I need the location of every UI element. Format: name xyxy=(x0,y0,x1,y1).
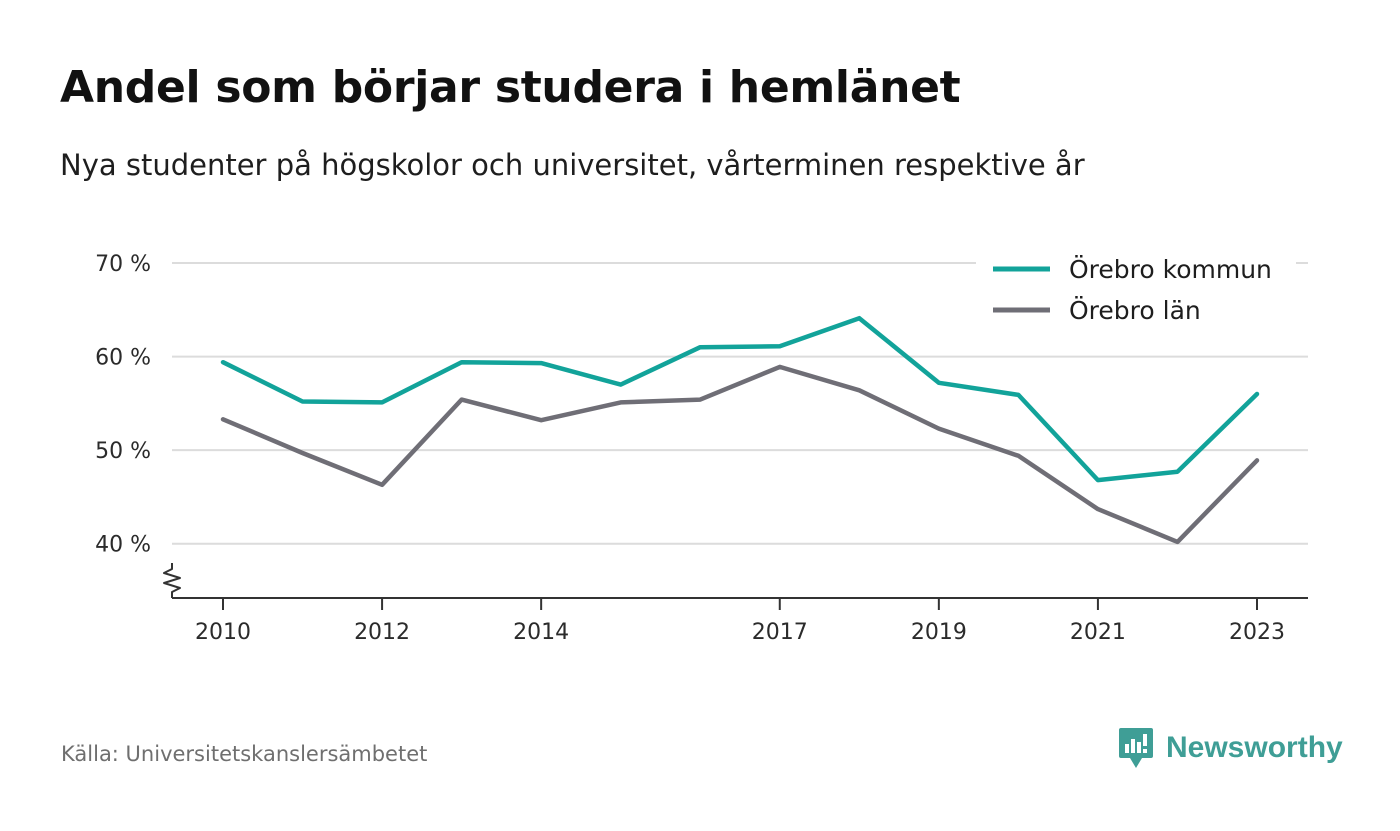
newsworthy-logo-icon xyxy=(1119,728,1153,768)
line-chart: 40 % 50 % 60 % 70 % 2010 2012 2014 2017 2019 202… xyxy=(95,246,1308,645)
x-tick-label: 2017 xyxy=(752,620,808,645)
x-axis xyxy=(163,563,1308,610)
y-axis-tick-labels: 40 % 50 % 60 % 70 % xyxy=(95,252,151,558)
x-tick-label: 2021 xyxy=(1070,620,1126,645)
x-axis-tick-labels: 2010 2012 2014 2017 2019 2021 2023 xyxy=(195,620,1285,645)
source-note: Källa: Universitetskanslersämbetet xyxy=(61,742,428,766)
x-tick-label: 2023 xyxy=(1229,620,1285,645)
legend-background xyxy=(976,246,1296,330)
chart-title: Andel som börjar studera i hemlänet xyxy=(60,62,961,113)
x-tick-label: 2012 xyxy=(354,620,410,645)
series-line-orebro-lan xyxy=(220,364,1260,545)
legend: Örebro kommun Örebro län xyxy=(976,246,1296,330)
legend-label: Örebro kommun xyxy=(1069,255,1272,284)
legend-label: Örebro län xyxy=(1069,296,1201,325)
y-tick-label: 50 % xyxy=(95,439,151,464)
series-lines xyxy=(220,315,1260,545)
brand: Newsworthy xyxy=(1118,726,1343,770)
y-tick-label: 40 % xyxy=(95,533,151,558)
x-tick-label: 2010 xyxy=(195,620,251,645)
y-tick-label: 70 % xyxy=(95,252,151,277)
x-tick-label: 2019 xyxy=(911,620,967,645)
series-line-orebro-kommun xyxy=(220,315,1260,483)
y-tick-label: 60 % xyxy=(95,346,151,371)
chart-subtitle: Nya studenter på högskolor och universit… xyxy=(60,148,1085,182)
y-axis-break-mark xyxy=(163,563,181,598)
brand-name: Newsworthy xyxy=(1166,731,1343,764)
x-tick-label: 2014 xyxy=(513,620,569,645)
